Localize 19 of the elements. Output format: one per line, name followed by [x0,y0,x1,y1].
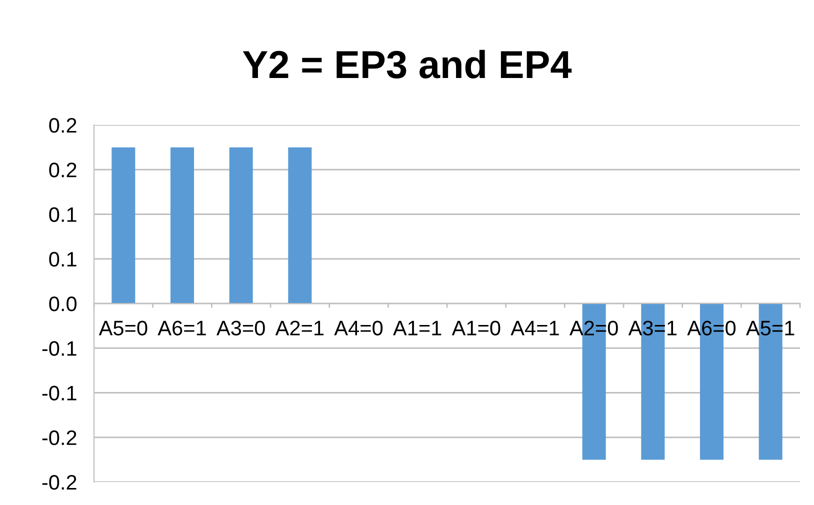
y-tick-label: -0.2 [42,475,76,490]
y-tick-label: -0.1 [42,386,76,401]
x-tick-label: A6=1 [158,320,206,336]
y-tick-label: 0.1 [49,252,76,267]
y-tick-label: 0.2 [49,118,76,133]
y-tick-label: 0.0 [49,296,77,312]
x-tick-label: A4=1 [510,320,559,336]
y-tick-label: -0.2 [42,430,76,446]
x-tick-label: A1=0 [452,320,500,336]
x-tick-label: A3=1 [628,320,677,336]
y-tick-label: 0.1 [49,207,76,222]
x-tick-label: A5=0 [98,320,148,336]
chart-title: Y2 = EP3 and EP4 [242,50,572,78]
y-tick-label: 0.2 [49,162,76,178]
x-tick-label: A4=0 [334,320,383,336]
x-tick-label: A2=1 [275,320,324,336]
y-tick-label: -0.1 [42,341,76,356]
x-tick-label: A1=1 [393,320,442,336]
x-tick-label: A3=0 [216,320,265,336]
